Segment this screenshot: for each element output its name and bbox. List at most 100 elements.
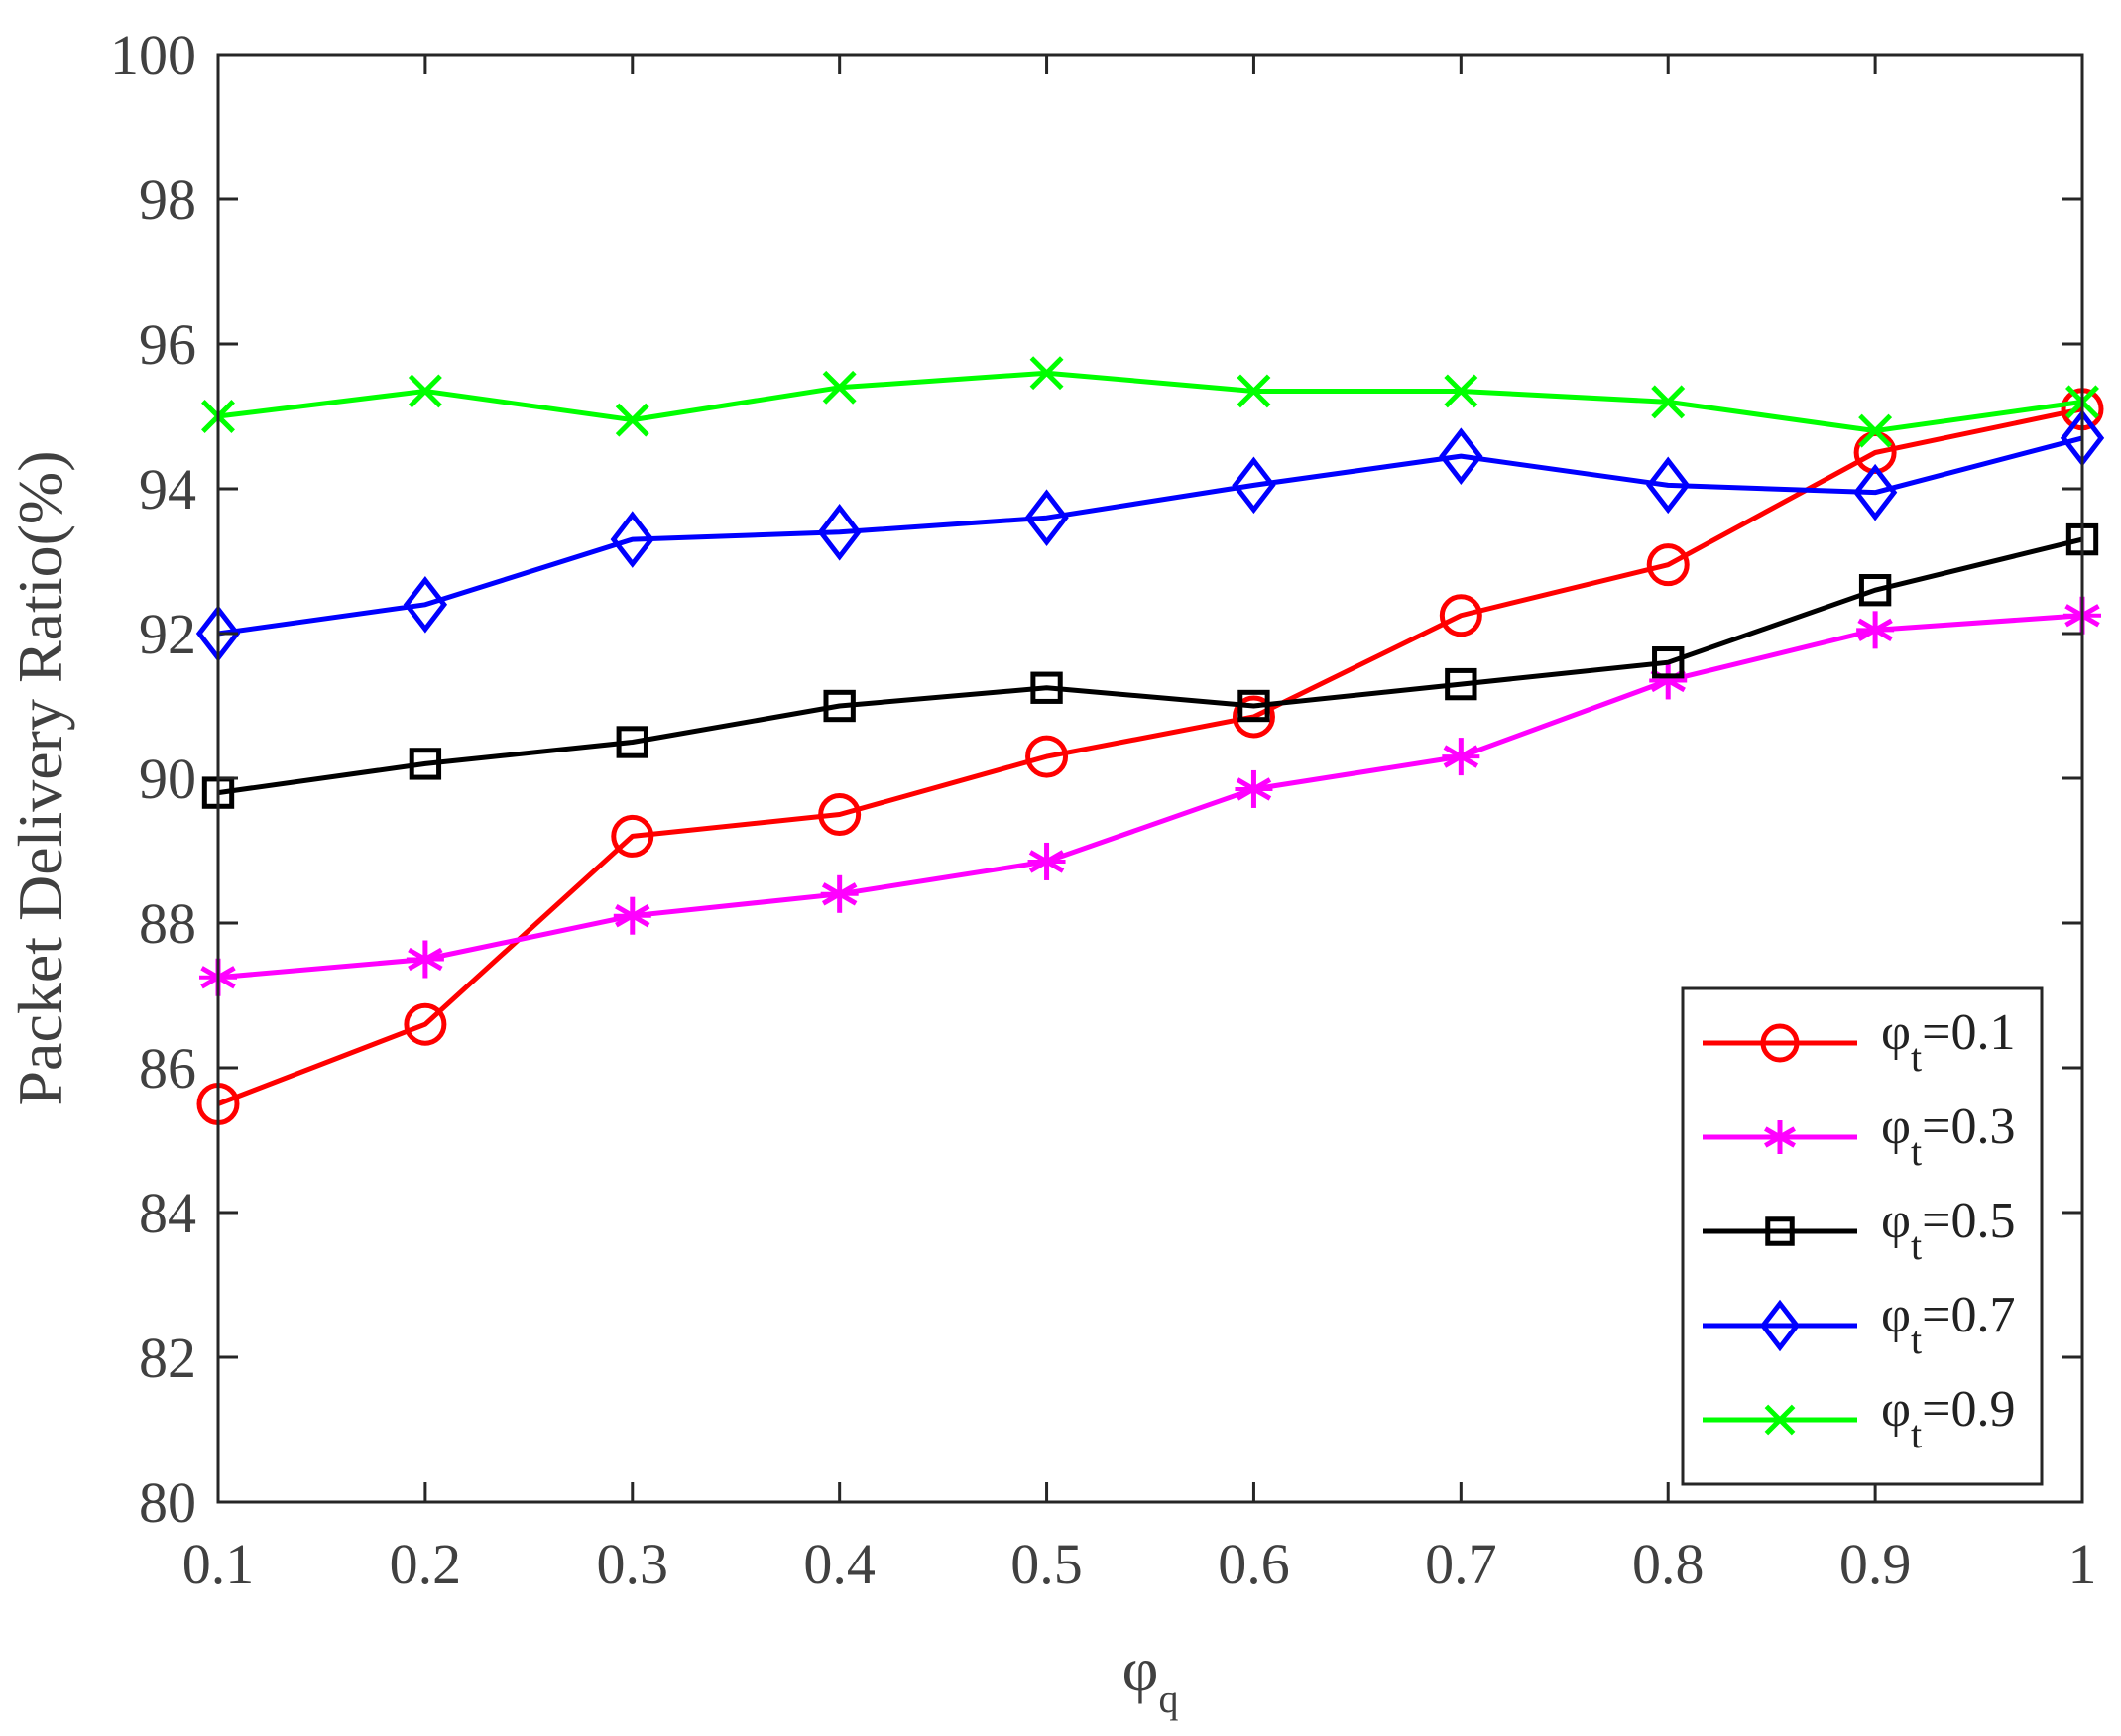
legend-label-subscript: t bbox=[1911, 1129, 1922, 1174]
legend-label-value: =0.5 bbox=[1922, 1193, 2015, 1249]
marker-asterisk bbox=[613, 896, 651, 935]
legend-label-base: φ bbox=[1881, 1004, 1911, 1061]
data-point bbox=[615, 403, 649, 437]
legend-item: φt=0.9 bbox=[1703, 1381, 2015, 1456]
data-point bbox=[1439, 594, 1482, 637]
marker-x bbox=[1444, 374, 1478, 408]
y-tick-label: 82 bbox=[139, 1326, 196, 1390]
y-tick-label: 80 bbox=[139, 1470, 196, 1535]
data-point bbox=[1030, 671, 1063, 704]
data-point bbox=[408, 374, 442, 408]
data-point bbox=[1232, 456, 1276, 515]
marker-x-stroke bbox=[1858, 413, 1893, 448]
marker-diamond bbox=[817, 503, 862, 561]
legend-item: φt=0.1 bbox=[1703, 1004, 2015, 1080]
x-tick-label: 1 bbox=[2068, 1532, 2097, 1596]
data-point bbox=[1646, 543, 1690, 587]
x-axis-label-subscript: q bbox=[1158, 1677, 1178, 1721]
data-point bbox=[1025, 735, 1069, 778]
data-point bbox=[1024, 489, 1069, 547]
series-line bbox=[217, 406, 2083, 1106]
data-point bbox=[823, 689, 856, 723]
data-point bbox=[820, 874, 859, 913]
marker-x-stroke bbox=[1237, 374, 1271, 408]
series bbox=[199, 596, 2101, 996]
legend-label-subscript: t bbox=[1911, 1223, 1922, 1268]
data-point bbox=[616, 726, 648, 758]
marker-circle bbox=[404, 1002, 447, 1046]
marker-x bbox=[1651, 385, 1686, 419]
legend-label-subscript: t bbox=[1911, 1318, 1922, 1362]
data-point bbox=[1235, 769, 1273, 808]
data-point bbox=[404, 1002, 447, 1046]
data-point bbox=[1852, 463, 1898, 521]
y-tick-label: 94 bbox=[139, 457, 196, 521]
marker-asterisk bbox=[1027, 842, 1066, 880]
series-line bbox=[217, 370, 2083, 434]
data-point bbox=[1029, 356, 1064, 391]
data-point bbox=[1442, 738, 1480, 776]
x-tick-label: 0.8 bbox=[1632, 1532, 1705, 1596]
marker-x-stroke bbox=[1651, 385, 1686, 419]
y-tick-label: 100 bbox=[110, 23, 196, 87]
marker-asterisk bbox=[406, 940, 444, 979]
legend-label-base: φ bbox=[1881, 1193, 1911, 1249]
marker-x bbox=[822, 370, 857, 405]
marker-square bbox=[1858, 574, 1892, 607]
x-axis-label: φq bbox=[1122, 1634, 1179, 1721]
marker-asterisk bbox=[1856, 611, 1895, 649]
marker-x bbox=[1858, 413, 1893, 448]
data-point bbox=[1027, 842, 1066, 880]
legend-item: φt=0.3 bbox=[1703, 1099, 2015, 1174]
legend-label-base: φ bbox=[1881, 1099, 1911, 1155]
marker-square bbox=[1030, 671, 1063, 704]
marker-square bbox=[823, 689, 856, 723]
marker-diamond bbox=[1024, 489, 1069, 547]
marker-x bbox=[1237, 374, 1271, 408]
y-tick-label: 86 bbox=[139, 1036, 196, 1100]
data-point bbox=[1237, 374, 1271, 408]
x-tick-label: 0.5 bbox=[1010, 1532, 1083, 1596]
series-layer bbox=[195, 356, 2105, 1125]
legend-label-base: φ bbox=[1881, 1287, 1911, 1343]
marker-x-stroke bbox=[408, 374, 442, 408]
x-axis-label-base: φ bbox=[1122, 1634, 1159, 1704]
marker-circle bbox=[818, 793, 862, 836]
data-point bbox=[1445, 667, 1477, 701]
marker-circle bbox=[1232, 695, 1275, 739]
marker-x bbox=[615, 403, 649, 437]
data-point bbox=[611, 814, 654, 858]
marker-diamond bbox=[610, 511, 654, 568]
ticks-layer: 0.1 0.2 0.3 0.4 0.5 0.6 0.7 0.8 0.9 1 80 82 84 86 88 90… bbox=[110, 23, 2097, 1596]
data-point bbox=[818, 793, 862, 836]
y-tick-label: 92 bbox=[139, 602, 196, 666]
x-tick-label: 0.3 bbox=[597, 1532, 669, 1596]
data-point bbox=[406, 940, 444, 979]
marker-x bbox=[1029, 356, 1064, 391]
data-point bbox=[1858, 413, 1893, 448]
marker-diamond bbox=[1439, 427, 1483, 485]
y-axis-label: Packet Delivery Ratio(%) bbox=[5, 450, 75, 1105]
legend-label: φt=0.3 bbox=[1881, 1099, 2015, 1174]
legend-item: φt=0.5 bbox=[1703, 1193, 2015, 1268]
data-point bbox=[1858, 574, 1892, 607]
marker-circle bbox=[1439, 594, 1482, 637]
y-tick-label: 98 bbox=[139, 168, 196, 232]
x-tick-label: 0.2 bbox=[390, 1532, 462, 1596]
marker-circle bbox=[1646, 543, 1690, 587]
legend-label: φt=0.7 bbox=[1881, 1287, 2015, 1362]
y-tick-label: 90 bbox=[139, 747, 196, 811]
marker-x-stroke bbox=[1764, 1404, 1796, 1436]
legend-box bbox=[1681, 986, 2044, 1486]
data-point bbox=[403, 575, 448, 634]
marker-diamond bbox=[1646, 456, 1691, 515]
marker-diamond bbox=[403, 575, 448, 634]
data-point bbox=[1444, 374, 1478, 408]
data-point bbox=[1651, 385, 1686, 419]
marker-diamond bbox=[1852, 463, 1898, 521]
legend-label-base: φ bbox=[1881, 1381, 1911, 1438]
marker-x-stroke bbox=[1444, 374, 1478, 408]
x-tick-label: 0.7 bbox=[1425, 1532, 1497, 1596]
data-point bbox=[1856, 611, 1895, 649]
